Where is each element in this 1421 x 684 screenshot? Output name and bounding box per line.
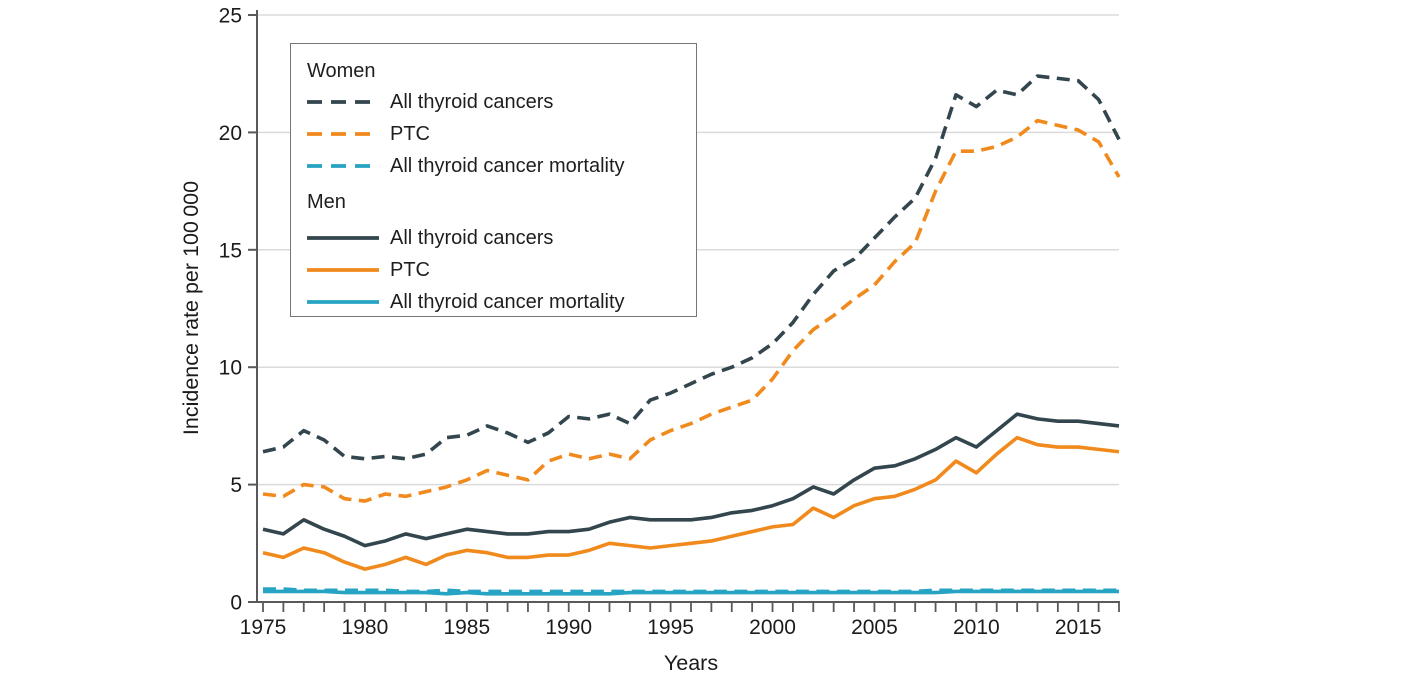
x-tick-label: 1990 xyxy=(545,616,592,639)
y-tick-label: 10 xyxy=(219,357,242,380)
men-mortality-solid-line-swatch-icon xyxy=(307,300,379,304)
chart-legend: Women All thyroid cancers PTC All thyroi… xyxy=(290,43,697,317)
x-tick-label: 2010 xyxy=(953,616,1000,639)
series-line-women-ptc xyxy=(262,118,1121,503)
women-mortality-dashed-line-swatch-icon xyxy=(307,164,379,168)
legend-item-label: PTC xyxy=(390,123,430,145)
y-tick-label: 25 xyxy=(219,5,242,28)
x-tick-label: 1980 xyxy=(342,616,389,639)
men-ptc-solid-line-swatch-icon xyxy=(307,268,379,272)
y-tick-label: 5 xyxy=(230,474,242,497)
legend-item-women-mortality: All thyroid cancer mortality xyxy=(307,150,696,182)
legend-group-men-label: Men xyxy=(307,191,346,213)
legend-item-label: All thyroid cancer mortality xyxy=(390,155,625,177)
legend-group-women-label: Women xyxy=(307,60,376,82)
y-axis-title: Incidence rate per 100 000 xyxy=(179,181,203,435)
x-tick-label: 1985 xyxy=(443,616,490,639)
y-tick-label: 20 xyxy=(219,122,242,145)
legend-item-label: All thyroid cancer mortality xyxy=(390,291,625,313)
x-axis-title: Years xyxy=(664,651,718,675)
y-tick-label: 15 xyxy=(219,239,242,262)
legend-item-men-all-thyroid: All thyroid cancers xyxy=(307,222,696,254)
y-tick-label: 0 xyxy=(230,592,242,615)
men-all-thyroid-solid-line-swatch-icon xyxy=(307,236,379,240)
x-tick-label: 2005 xyxy=(851,616,898,639)
legend-item-women-ptc: PTC xyxy=(307,118,696,150)
x-tick-label: 2000 xyxy=(749,616,796,639)
legend-item-men-mortality: All thyroid cancer mortality xyxy=(307,286,696,318)
series-line-women-all-thyroid xyxy=(262,74,1121,461)
legend-item-women-all-thyroid: All thyroid cancers xyxy=(307,86,696,118)
legend-group-women: Women xyxy=(307,56,696,86)
x-tick-label: 2015 xyxy=(1055,616,1102,639)
x-tick-label: 1975 xyxy=(240,616,287,639)
series-line-men-ptc xyxy=(262,435,1120,571)
legend-item-label: PTC xyxy=(390,259,430,281)
women-ptc-dashed-line-swatch-icon xyxy=(307,132,379,136)
series-line-men-mortality xyxy=(263,589,1119,596)
x-tick-label: 1995 xyxy=(647,616,694,639)
series-line-men-all-thyroid xyxy=(262,412,1120,548)
legend-item-men-ptc: PTC xyxy=(307,254,696,286)
women-all-thyroid-dashed-line-swatch-icon xyxy=(307,100,379,104)
legend-item-label: All thyroid cancers xyxy=(390,227,554,249)
legend-group-men: Men xyxy=(307,182,696,222)
legend-item-label: All thyroid cancers xyxy=(390,91,554,113)
